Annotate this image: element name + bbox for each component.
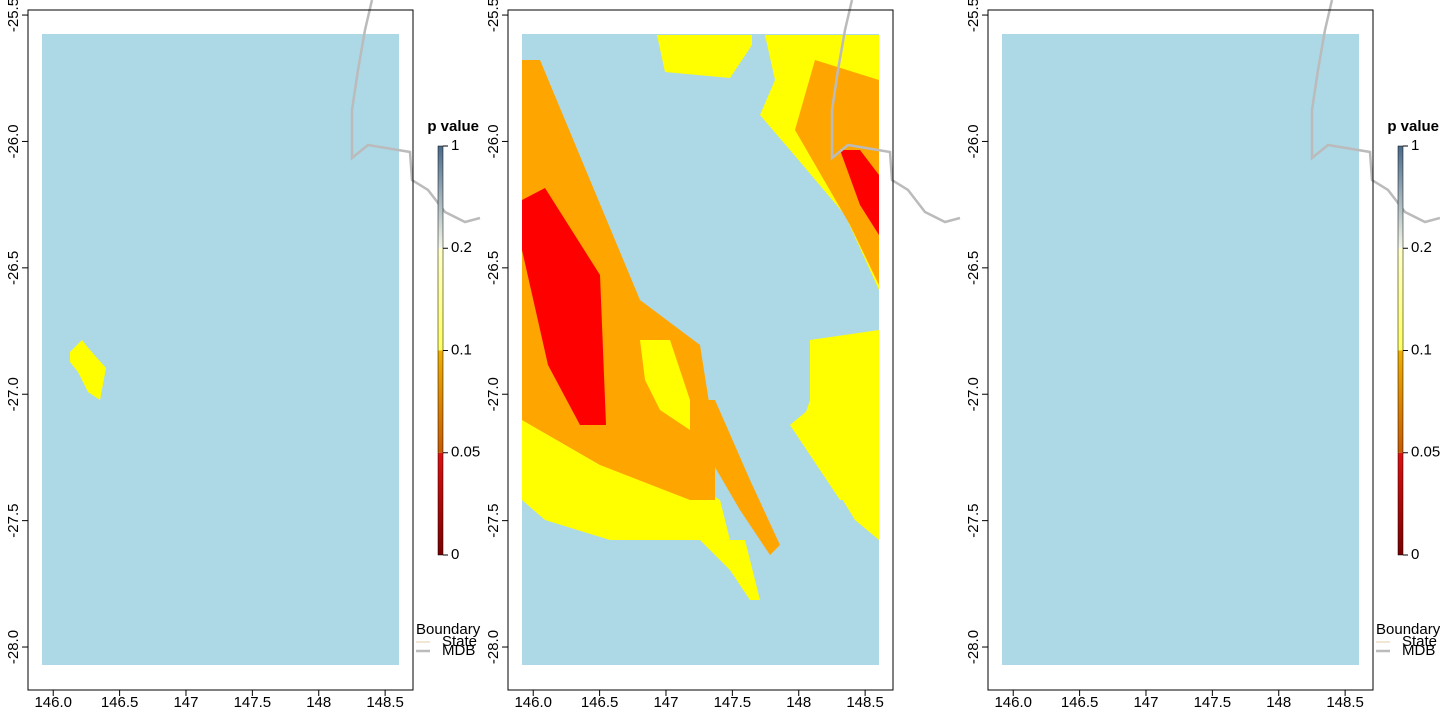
raster-patch: [70, 340, 106, 400]
x-tick-label: 147.5: [714, 694, 752, 711]
y-tick-label: -28.0: [965, 630, 982, 664]
y-tick-label: -27.0: [965, 377, 982, 411]
raster: [42, 34, 399, 665]
x-tick-label: 147: [173, 694, 198, 711]
y-tick-label: -27.0: [5, 377, 22, 411]
y-tick-label: -27.5: [965, 504, 982, 538]
colorbar-title: p value: [427, 118, 479, 135]
plot-frame: [27, 9, 414, 691]
colorbar-tick-label: 0: [1411, 546, 1419, 563]
raster-patch: [700, 540, 760, 600]
y-tick-label: -26.0: [485, 124, 502, 158]
x-tick-label: 148: [786, 694, 811, 711]
legend-label: MDB: [1402, 642, 1435, 659]
colorbar-tick-label: 0.2: [451, 239, 472, 256]
colorbar-segment: [1398, 248, 1403, 351]
x-tick-label: 147: [1133, 694, 1158, 711]
y-tick-label: -27.0: [485, 377, 502, 411]
raster-patch: [840, 150, 879, 235]
x-tick-label: 147.5: [234, 694, 272, 711]
colorbar-segment: [1398, 350, 1403, 453]
x-tick-label: 146.0: [994, 694, 1032, 711]
plot-frame: [987, 9, 1374, 691]
colorbar-segment: [438, 248, 443, 351]
y-tick-label: -27.5: [485, 504, 502, 538]
raster-patch: [640, 340, 690, 430]
legend-title: Boundary: [416, 621, 481, 638]
boundary: [830, 0, 961, 224]
raster: [1002, 34, 1359, 665]
boundary: [350, 0, 481, 224]
colorbar-tick-label: 0: [451, 546, 459, 563]
y-tick-label: -26.5: [965, 251, 982, 285]
y-tick-label: -26.5: [485, 251, 502, 285]
x-tick-label: 147: [653, 694, 678, 711]
raster-patch: [522, 188, 606, 425]
x-tick-label: 148: [306, 694, 331, 711]
y-tick-label: -26.0: [5, 124, 22, 158]
legend-label: State: [442, 633, 477, 650]
x-tick-label: 148.5: [1326, 694, 1364, 711]
colorbar-tick-label: 0.1: [1411, 341, 1432, 358]
colorbar-segment: [438, 350, 443, 453]
x-tick-label: 148.5: [366, 694, 404, 711]
colorbar-tick-label: 0.1: [451, 341, 472, 358]
x-tick-label: 146.5: [101, 694, 139, 711]
colorbar-tick-label: 1: [451, 137, 459, 154]
raster-patch: [657, 35, 752, 78]
raster-patch: [790, 410, 860, 500]
y-tick-label: -26.5: [5, 251, 22, 285]
y-tick-label: -26.0: [965, 124, 982, 158]
x-tick-label: 146.5: [581, 694, 619, 711]
colorbar-segment: [438, 452, 443, 555]
x-tick-label: 146.5: [1061, 694, 1099, 711]
colorbar-tick-label: 1: [1411, 137, 1419, 154]
legend-label: MDB: [442, 642, 475, 659]
boundary: [1310, 0, 1440, 224]
x-tick-label: 146.0: [34, 694, 72, 711]
x-tick-label: 148.5: [846, 694, 884, 711]
colorbar-segment: [438, 146, 443, 249]
colorbar-tick-label: 0.05: [451, 444, 480, 461]
y-tick-label: -28.0: [485, 630, 502, 664]
colorbar-segment: [1398, 452, 1403, 555]
legend-label: State: [1402, 633, 1437, 650]
x-tick-label: 148: [1266, 694, 1291, 711]
colorbar-tick-label: 0.2: [1411, 239, 1432, 256]
raster-patch: [700, 400, 780, 555]
colorbar-segment: [1398, 146, 1403, 249]
y-tick-label: -25.5: [965, 0, 982, 32]
y-tick-label: -25.5: [5, 0, 22, 32]
y-tick-label: -28.0: [5, 630, 22, 664]
colorbar-tick-label: 0.05: [1411, 444, 1440, 461]
legend-title: Boundary: [1376, 621, 1440, 638]
y-tick-label: -27.5: [5, 504, 22, 538]
raster-patch: [800, 330, 879, 540]
y-tick-label: -25.5: [485, 0, 502, 32]
x-tick-label: 146.0: [514, 694, 552, 711]
x-tick-label: 147.5: [1194, 694, 1232, 711]
raster-patch: [795, 60, 879, 285]
plot-frame: [507, 9, 894, 691]
colorbar-title: p value: [1387, 118, 1439, 135]
